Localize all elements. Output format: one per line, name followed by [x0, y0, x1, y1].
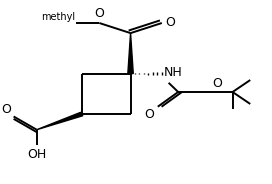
Polygon shape	[37, 112, 83, 130]
Text: OH: OH	[27, 148, 46, 161]
Text: O: O	[94, 7, 104, 20]
Text: O: O	[1, 102, 11, 116]
Text: O: O	[165, 17, 175, 29]
Text: NH: NH	[164, 66, 183, 79]
Text: O: O	[145, 108, 154, 121]
Polygon shape	[128, 33, 133, 74]
Text: methyl: methyl	[41, 12, 75, 22]
Text: O: O	[212, 77, 222, 90]
